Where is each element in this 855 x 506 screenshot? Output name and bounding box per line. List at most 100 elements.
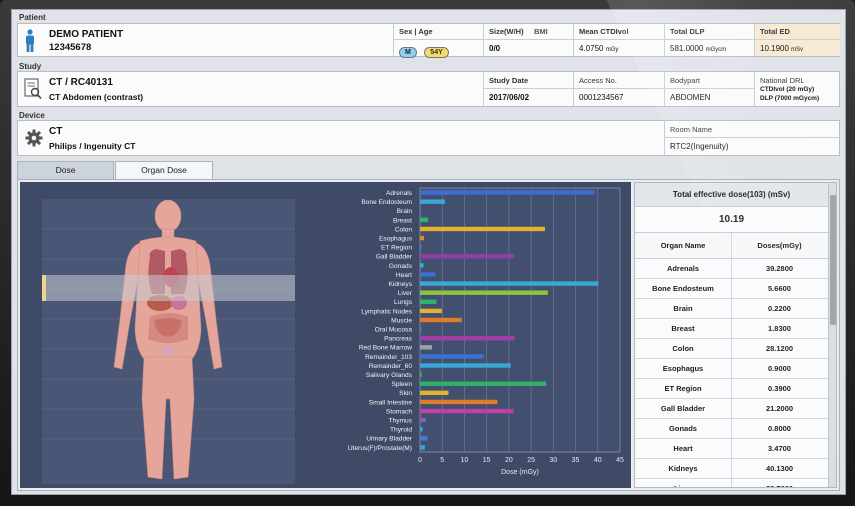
organ-dose-bar-chart: 0 5 10 15 20 25 30 35 40 45 Adrenals Bone Endosteum… — [348, 187, 624, 476]
organ-dose-cell: 0.9000 — [731, 359, 827, 379]
total-effective-dose-title: Total effective dose(103) (mSv) — [635, 183, 828, 207]
organ-dose-table: Total effective dose(103) (mSv) 10.19 Or… — [634, 182, 837, 488]
x-tick-label: 30 — [549, 457, 557, 464]
x-tick-label: 20 — [505, 457, 513, 464]
category-label: Stomach — [386, 408, 412, 415]
tab-organ-dose[interactable]: Organ Dose — [115, 161, 213, 179]
bar — [420, 244, 422, 250]
category-label: Pancreas — [384, 336, 413, 343]
table-row[interactable]: Adrenals 39.2800 — [635, 259, 828, 279]
patient-name: DEMO PATIENT — [49, 29, 124, 40]
organ-name-cell: Esophagus — [662, 364, 704, 373]
patient-id: 12345678 — [49, 42, 92, 53]
sex-badge: M — [399, 47, 417, 58]
organ-name-cell: Brain — [673, 304, 693, 313]
patient-box: DEMO PATIENT 12345678 Sex | Age M 54Y Si… — [17, 23, 840, 59]
size-label: Size(W/H) — [489, 27, 524, 36]
category-label: Remainder_103 — [365, 354, 412, 361]
category-label: Esophagus — [379, 235, 413, 242]
scan-range-highlight — [42, 275, 295, 301]
table-row[interactable]: ET Region 0.3900 — [635, 379, 828, 399]
bar — [420, 254, 515, 259]
organ-name-cell: Breast — [671, 324, 695, 333]
study-title: CT / RC40131 — [49, 77, 113, 88]
x-tick-label: 5 — [440, 457, 444, 464]
drl-label: National DRL — [760, 76, 805, 85]
dose-viewer-panel: Patient DEMO PATIENT 12345678 Sex | Age … — [11, 9, 846, 495]
table-row[interactable]: Brain 0.2200 — [635, 299, 828, 319]
bar — [420, 417, 426, 423]
study-document-icon — [24, 78, 42, 100]
category-label: Kidneys — [389, 281, 413, 288]
drl-ctdi: CTDIvol (20 mGy) — [760, 86, 815, 93]
table-row[interactable]: Gall Bladder 21.2000 — [635, 399, 828, 419]
tab-dose[interactable]: Dose — [17, 161, 114, 179]
organ-name-header: Organ Name — [660, 241, 706, 250]
table-scrollbar[interactable] — [828, 183, 836, 487]
table-row[interactable]: Esophagus 0.9000 — [635, 359, 828, 379]
x-tick-label: 45 — [616, 457, 624, 464]
dlp-label: Total DLP — [670, 27, 705, 36]
drl-dlp: DLP (7000 mGycm) — [760, 95, 820, 102]
organ-dose-content: 0 5 10 15 20 25 30 35 40 45 Adrenals Bone Endosteum… — [17, 179, 840, 491]
scrollbar-thumb[interactable] — [830, 195, 836, 325]
bar — [420, 408, 514, 414]
organ-name-cell: Gonads — [669, 424, 697, 433]
bar — [420, 436, 428, 441]
bar — [420, 308, 442, 314]
x-tick-label: 10 — [461, 457, 469, 464]
bar — [420, 390, 449, 396]
category-label: Red Bone Marrow — [359, 345, 412, 352]
ctdi-value: 4.0750 mGy — [579, 44, 619, 53]
bodypart-label: Bodypart — [670, 76, 701, 85]
organ-dose-cell: 0.8000 — [731, 419, 827, 439]
table-row[interactable]: Bone Endosteum 5.6600 — [635, 279, 828, 299]
organ-dose-chart-area: 0 5 10 15 20 25 30 35 40 45 Adrenals Bone Endosteum… — [20, 182, 631, 488]
organ-name-cell: Gall Bladder — [660, 404, 706, 413]
total-ed-cell: Total ED 10.1900 mSv — [755, 24, 840, 56]
category-label: Salivary Glands — [366, 372, 413, 379]
bar — [420, 226, 545, 232]
organ-dose-cell: 28.7600 — [731, 479, 827, 487]
organ-name-cell: Bone Endosteum — [652, 284, 714, 293]
category-label: Bone Endosteum — [361, 199, 412, 206]
category-label: Spleen — [391, 381, 412, 388]
sex-age-label: Sex | Age — [399, 27, 433, 36]
table-row[interactable]: Kidneys 40.1300 — [635, 459, 828, 479]
room-label: Room Name — [670, 125, 713, 134]
study-date-value: 2017/06/02 — [489, 93, 530, 102]
bar — [420, 336, 515, 341]
organ-dose-cell: 40.1300 — [731, 459, 827, 479]
table-row[interactable]: Heart 3.4700 — [635, 439, 828, 459]
category-label: Small Intestine — [369, 399, 413, 406]
category-label: Breast — [393, 217, 412, 224]
bmi-label: BMI — [534, 27, 548, 36]
table-row[interactable]: Gonads 0.8000 — [635, 419, 828, 439]
organ-dose-cell: 28.1200 — [731, 339, 827, 359]
x-tick-label: 0 — [418, 457, 422, 464]
organ-dose-cell: 39.2800 — [731, 259, 827, 279]
organ-name-cell: Adrenals — [666, 264, 700, 273]
table-row[interactable]: Colon 28.1200 — [635, 339, 828, 359]
x-tick-label: 40 — [594, 457, 602, 464]
category-label: Gonads — [389, 263, 413, 270]
bar — [420, 199, 446, 204]
dlp-value: 581.0000 mGycm — [670, 44, 727, 53]
organ-dose-cell: 5.6600 — [731, 279, 827, 299]
bar — [420, 381, 547, 386]
bar — [420, 399, 498, 405]
organ-name-cell: Kidneys — [668, 464, 698, 473]
organ-dose-cell: 3.4700 — [731, 439, 827, 459]
table-row[interactable]: Liver28.7600 — [635, 479, 828, 487]
category-label: Thymus — [389, 418, 413, 425]
patient-section-label: Patient — [19, 13, 46, 22]
table-row[interactable]: Breast 1.8300 — [635, 319, 828, 339]
study-desc: CT Abdomen (contrast) — [49, 92, 144, 102]
organ-name-cell: Heart — [673, 444, 693, 453]
sex-age-badges: M 54Y — [399, 41, 449, 59]
ed-value: 10.1900 mSv — [760, 44, 804, 53]
device-section-label: Device — [19, 111, 45, 120]
category-label: Liver — [398, 290, 413, 297]
study-box: CT / RC40131 CT Abdomen (contrast) Study… — [17, 71, 840, 107]
category-label: Thyroid — [390, 427, 412, 434]
